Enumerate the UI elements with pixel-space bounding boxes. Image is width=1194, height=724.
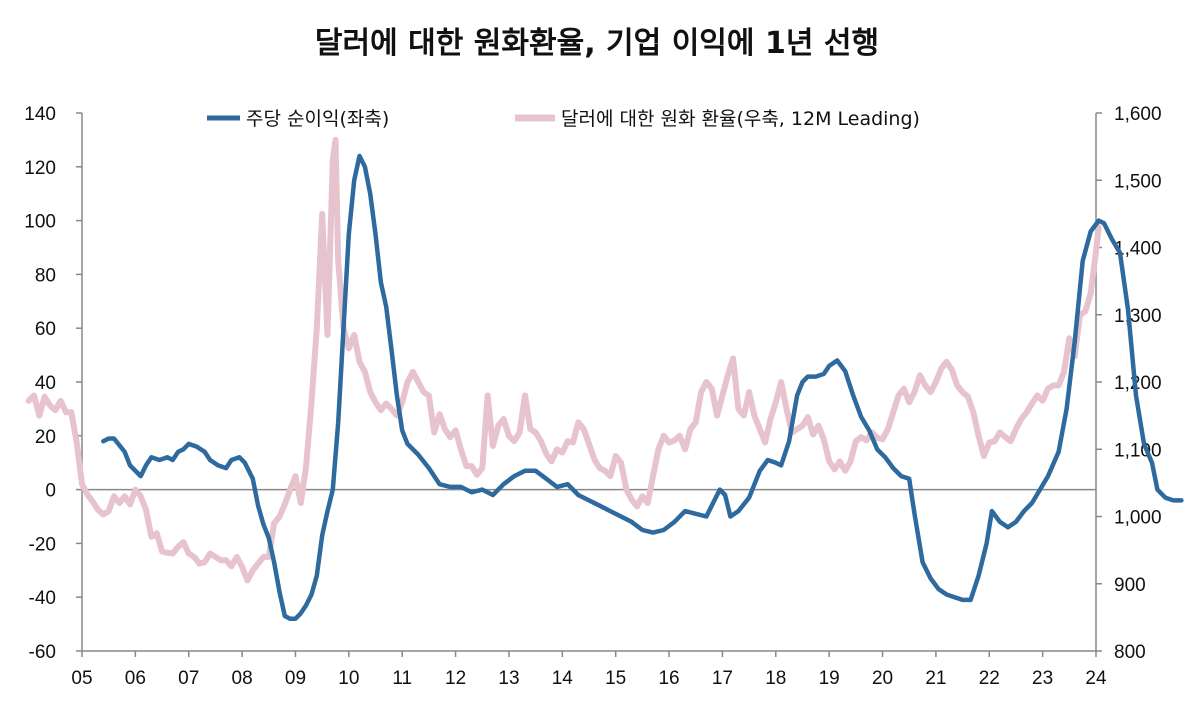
x-tick-label: 21: [925, 668, 946, 689]
x-tick-label: 13: [498, 668, 519, 689]
y-right-tick-label: 800: [1114, 642, 1146, 663]
x-tick-label: 07: [178, 668, 199, 689]
y-right-tick-label: 1,200: [1114, 373, 1162, 394]
y-left-tick-label: 20: [35, 427, 56, 448]
x-tick-label: 08: [232, 668, 253, 689]
y-right-tick-label: 1,500: [1114, 171, 1162, 192]
x-tick-label: 17: [712, 668, 733, 689]
y-left-tick-label: -40: [29, 588, 56, 609]
y-left-tick-label: 140: [24, 104, 56, 125]
y-right-tick-label: 1,600: [1114, 104, 1162, 125]
series-line-fx-rate: [25, 136, 1102, 584]
x-tick-label: 14: [552, 668, 574, 689]
x-tick-label: 16: [658, 668, 679, 689]
x-tick-label: 23: [1032, 668, 1053, 689]
y-left-tick-label: 60: [35, 319, 56, 340]
x-tick-label: 05: [71, 668, 92, 689]
x-tick-label: 10: [338, 668, 359, 689]
series-line-eps: [101, 153, 1184, 621]
x-tick-label: 11: [392, 668, 412, 689]
y-left-tick-label: 120: [24, 158, 56, 179]
x-tick-label: 06: [125, 668, 146, 689]
y-right-tick-label: 1,100: [1114, 440, 1162, 461]
x-tick-label: 20: [872, 668, 893, 689]
x-tick-label: 24: [1085, 668, 1107, 689]
y-right-tick-label: 1,000: [1114, 508, 1162, 529]
x-tick-label: 22: [979, 668, 1000, 689]
y-left-tick-label: 40: [35, 373, 56, 394]
y-right-tick-label: 900: [1114, 575, 1146, 596]
legend-label-fx: 달러에 대한 원화 환율(우축, 12M Leading): [561, 108, 920, 130]
y-left-tick-label: 0: [45, 481, 56, 502]
y-left-tick-label: -20: [29, 534, 56, 555]
y-right-tick-label: 1,300: [1114, 306, 1162, 327]
y-right-tick-label: 1,400: [1114, 239, 1162, 260]
x-tick-label: 12: [445, 668, 466, 689]
x-tick-label: 18: [765, 668, 786, 689]
x-tick-label: 19: [819, 668, 840, 689]
legend-label-eps: 주당 순이익(좌축): [246, 108, 389, 130]
y-left-tick-label: 80: [35, 265, 56, 286]
chart-title: 달러에 대한 원화환율, 기업 이익에 1년 선행: [315, 26, 879, 61]
x-tick-label: 09: [285, 668, 306, 689]
y-left-tick-label: -60: [29, 642, 56, 663]
axes: -60 -40 -20 0 20 40 60 80 100 120 140 800 900 1,000 1,…: [24, 104, 1161, 689]
x-tick-label: 15: [605, 668, 626, 689]
series-lines: [25, 136, 1184, 621]
legend: 주당 순이익(좌축) 달러에 대한 원화 환율(우축, 12M Leading): [207, 108, 920, 130]
y-left-tick-label: 100: [24, 212, 56, 233]
